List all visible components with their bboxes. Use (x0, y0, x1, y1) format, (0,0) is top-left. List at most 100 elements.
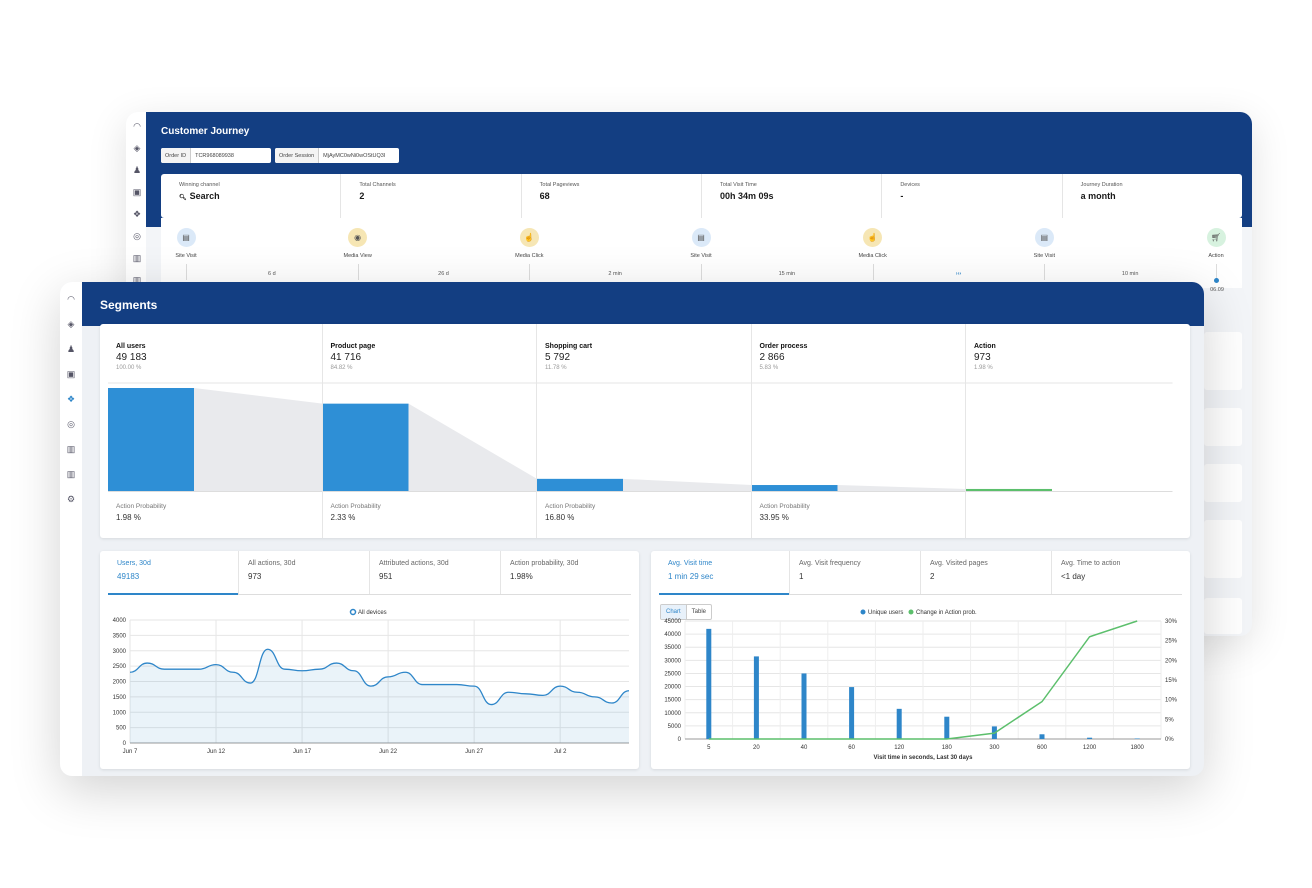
users-kpi-tabs: Users, 30d 49183 All actions, 30d 973 Attrib… (108, 551, 631, 595)
legend-marker (860, 609, 866, 615)
kpi-label: Avg. Visit frequency (799, 560, 861, 567)
action-probability-value: 33.95 % (759, 513, 789, 522)
browser-icon[interactable]: ▤ (1034, 228, 1054, 247)
action-probability: Action Probability 16.80 % (545, 503, 595, 522)
stat-value: a month (1081, 191, 1242, 201)
funnel-bar[interactable] (322, 403, 409, 491)
chart-icon[interactable]: ▥ (66, 469, 76, 479)
bar[interactable] (1134, 738, 1140, 739)
series-line[interactable] (708, 620, 1138, 740)
step-duration: 26 d (438, 271, 449, 277)
cart-icon[interactable]: 🛒︎ (1206, 228, 1226, 247)
bar[interactable] (849, 687, 855, 739)
action-probability: Action Probability 2.33 % (331, 503, 381, 522)
stat-label: Journey Duration (1080, 182, 1123, 188)
funnel-dropoff (408, 403, 537, 491)
stage-count: 2 866 (759, 352, 785, 363)
step-connector (529, 264, 531, 280)
journey-timeline: ▤ Site Visit ◉ Media View ☝ Media Click ▤ Site … (161, 218, 1242, 293)
kpi-tab[interactable]: Avg. Visit frequency 1 (790, 551, 921, 594)
legend-label[interactable]: Unique users (868, 610, 903, 616)
users-card: Users, 30d 49183 All actions, 30d 973 Attrib… (100, 551, 639, 769)
x-axis-label: Visit time in seconds, Last 30 days (874, 755, 974, 761)
table-toggle-button[interactable]: Table (691, 609, 707, 615)
journey-stat: Devices - (882, 174, 1063, 218)
step-connector (1216, 264, 1217, 280)
series-line[interactable] (129, 648, 630, 706)
chart-toggle-button[interactable]: Chart (661, 605, 687, 619)
x-tick-label: 60 (848, 745, 855, 751)
kpi-tab[interactable]: All actions, 30d 973 (239, 551, 370, 594)
image-icon[interactable]: ▣ (132, 187, 142, 197)
y-tick-label: 20000 (664, 685, 681, 691)
gear-icon[interactable]: ⚙ (66, 494, 76, 504)
kpi-tab[interactable]: Attributed actions, 30d 951 (370, 551, 501, 594)
funnel-dropoff (194, 388, 323, 491)
stage-name: Product page (330, 343, 376, 350)
funnel-bar[interactable] (751, 485, 838, 491)
bar[interactable] (1039, 734, 1045, 739)
funnel-column[interactable]: All users 49 183 100.00 % Action Probabilit… (108, 324, 323, 538)
bar[interactable] (753, 656, 759, 739)
funnel-column[interactable]: Action 973 1.98 % (966, 324, 1181, 538)
y-tick-label: 1500 (113, 695, 127, 701)
browser-icon[interactable]: ▤ (176, 228, 196, 247)
dashboard-icon[interactable]: ◠ (133, 121, 141, 131)
timeline-end-date: 06.09 (1210, 287, 1224, 293)
x-tick-label: 120 (894, 745, 905, 751)
chart-icon[interactable]: ▥ (132, 275, 142, 285)
step-duration[interactable]: ››› (955, 271, 962, 277)
kpi-value: 1 min 29 sec (668, 572, 714, 581)
funnel-bar[interactable] (108, 388, 194, 491)
browser-icon[interactable]: ▤ (691, 228, 711, 247)
segments-header (82, 282, 1204, 326)
image-icon[interactable]: ▣ (66, 369, 76, 379)
bar[interactable] (944, 716, 950, 739)
hidden-panel (1204, 408, 1242, 446)
funnel-column[interactable]: Shopping cart 5 792 11.78 % Action Probabil… (537, 324, 752, 538)
kpi-tab[interactable]: Users, 30d 49183 (108, 551, 239, 595)
pointer-icon[interactable]: ☝ (519, 228, 539, 247)
kpi-tab[interactable]: Avg. Visited pages 2 (921, 551, 1052, 594)
pointer-icon[interactable]: ☝ (863, 228, 883, 247)
bar[interactable] (801, 673, 807, 739)
stage-percent: 100.00 % (116, 365, 142, 371)
y-tick-label: 40000 (664, 632, 681, 638)
stat-value-text: Search (189, 191, 220, 201)
bar[interactable] (706, 628, 712, 739)
funnel-bar[interactable] (966, 488, 1052, 491)
step-duration: 10 min (1121, 271, 1139, 277)
location-icon[interactable]: ◎ (67, 419, 75, 429)
users-icon[interactable]: ♟ (66, 344, 76, 354)
hidden-panel (1204, 520, 1242, 578)
kpi-tab[interactable]: Action probability, 30d 1.98% (501, 551, 631, 594)
funnel-column[interactable]: Product page 41 716 84.82 % Action Probabil… (323, 324, 537, 538)
y-tick-label: 0 (123, 741, 127, 747)
legend-item[interactable]: All devices (349, 608, 387, 617)
legend-label[interactable]: Change in Action prob. (916, 610, 977, 616)
journey-stat: Total Visit Time 00h 34m 09s (702, 174, 883, 218)
hidden-panel (1204, 464, 1242, 502)
dashboard-icon[interactable]: ◠ (67, 294, 75, 304)
segments-icon[interactable]: ❖ (132, 209, 142, 219)
bar[interactable] (1087, 737, 1093, 739)
chart-icon[interactable]: ▥ (132, 253, 142, 263)
y2-tick-label: 15% (1165, 678, 1178, 684)
kpi-tab[interactable]: Avg. Visit time 1 min 29 sec (659, 551, 790, 595)
eye-icon[interactable]: ◉ (348, 228, 368, 247)
kpi-tab[interactable]: Avg. Time to action <1 day (1052, 551, 1182, 594)
bar[interactable] (896, 708, 902, 739)
funnel-column[interactable]: Order process 2 866 5.83 % Action Probabili… (752, 324, 966, 538)
chart-icon[interactable]: ▥ (66, 444, 76, 454)
action-probability-label: Action Probability (116, 503, 167, 510)
funnel-bar[interactable] (537, 478, 623, 491)
layers-icon[interactable]: ◈ (133, 143, 141, 153)
order-id-field[interactable]: Order ID TCR968089938 (161, 148, 271, 163)
location-icon[interactable]: ◎ (133, 231, 141, 241)
y-tick-label: 5000 (668, 724, 682, 730)
users-icon[interactable]: ♟ (132, 165, 142, 175)
y2-tick-label: 20% (1165, 658, 1178, 664)
layers-icon[interactable]: ◈ (67, 319, 75, 329)
order-session-field[interactable]: Order Session MjAyMC0wNi0wOStUQ3I (275, 148, 399, 163)
segments-icon[interactable]: ❖ (66, 394, 76, 404)
